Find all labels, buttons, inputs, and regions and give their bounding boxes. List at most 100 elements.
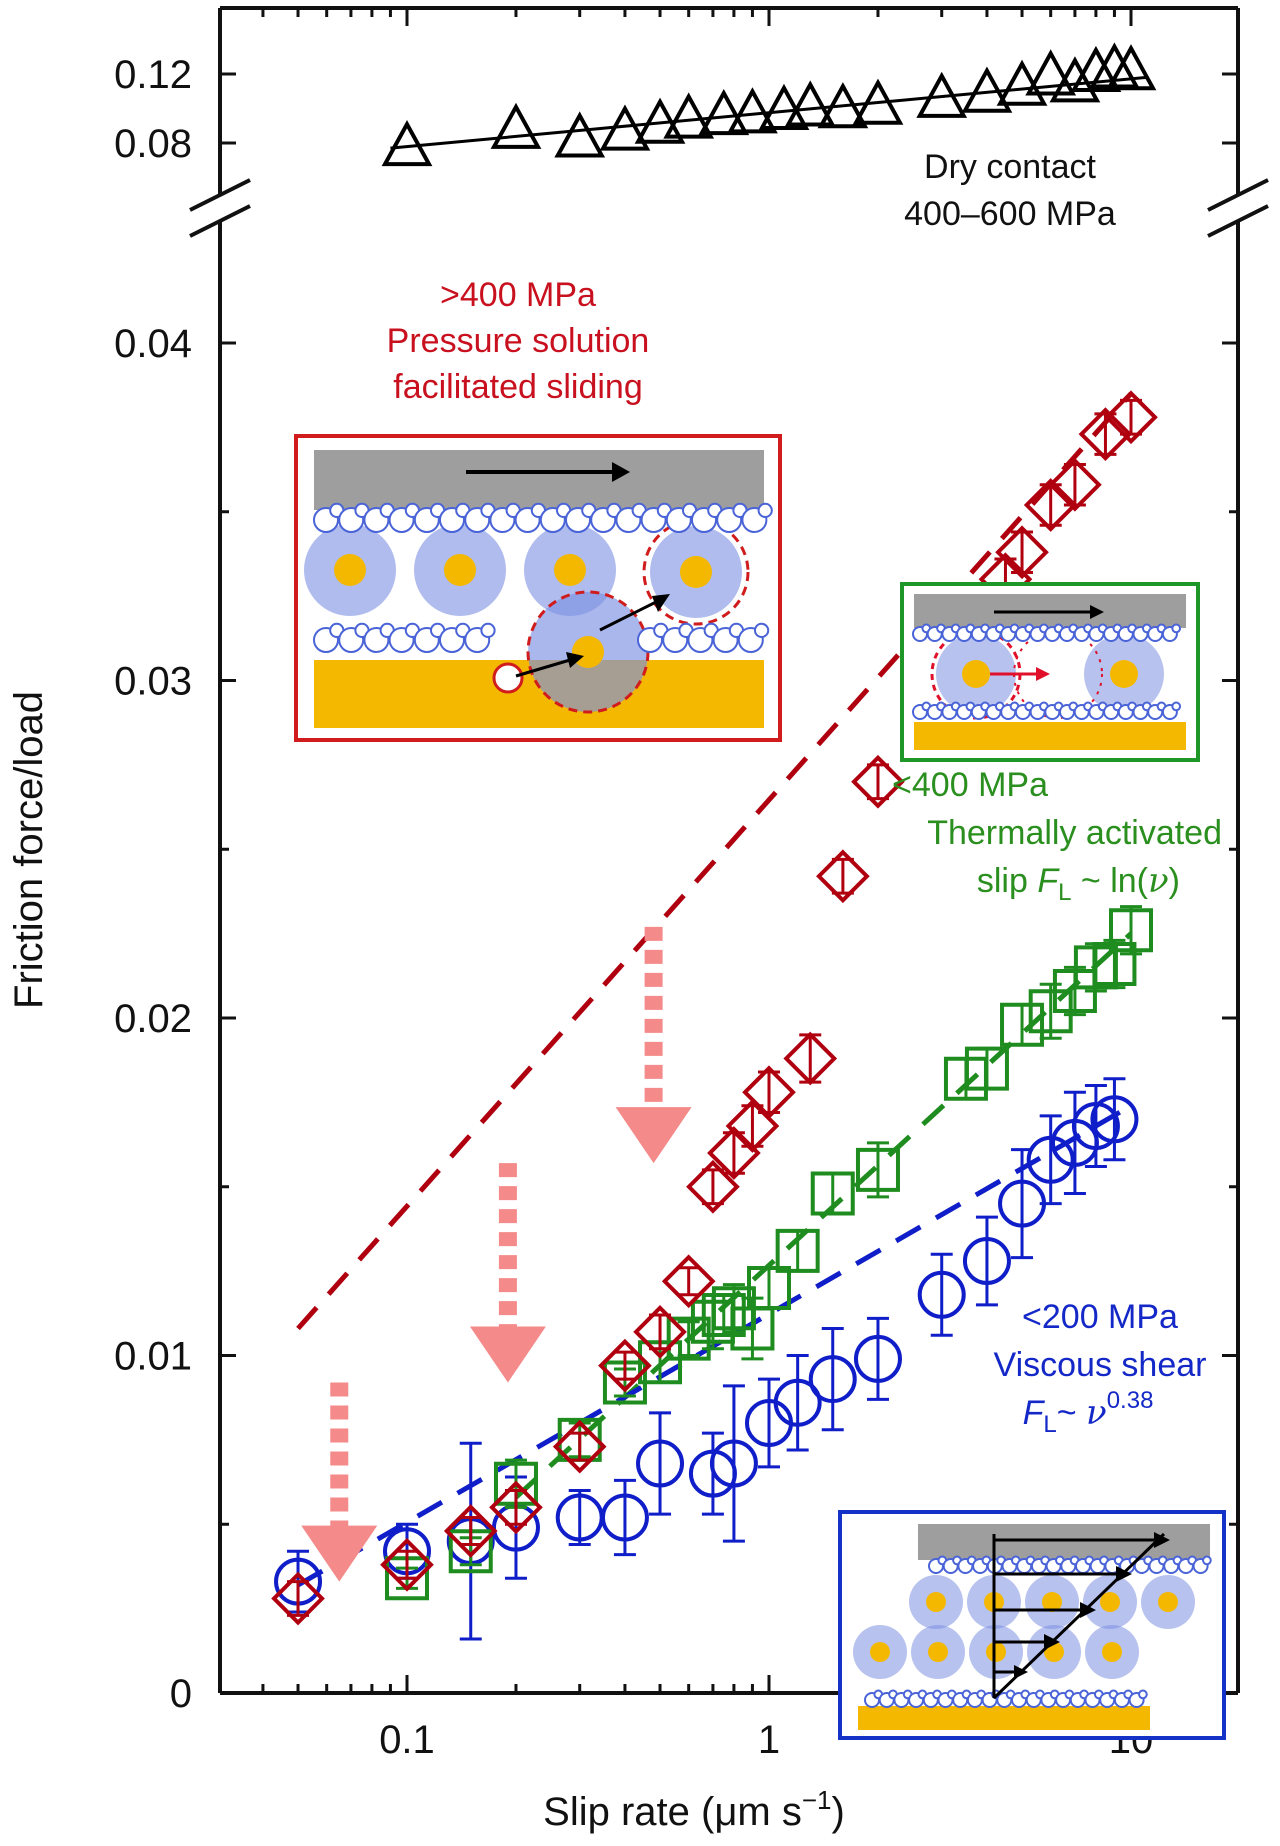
y-tick-label: 0	[170, 1672, 192, 1716]
annotation-pressure-solution: >400 MPa Pressure solution facilitated s…	[387, 276, 650, 406]
data-point-viscous-shear	[773, 1378, 822, 1427]
data-point-pressure-solution	[1048, 457, 1102, 512]
x-axis-label: Slip rate (μm s−1)	[543, 1785, 845, 1834]
fit-line-pressure-solution	[296, 391, 1133, 1331]
data-point-thermally-activated	[855, 1147, 900, 1192]
arrow-head	[301, 1525, 378, 1582]
data-point-pressure-solution	[783, 1031, 838, 1086]
inset-pressure-solution	[294, 434, 782, 742]
inset-viscous-velocity-arrows	[994, 1532, 1170, 1679]
data-point-pressure-solution	[443, 1504, 498, 1558]
data-point-dry	[490, 102, 542, 149]
data-point-pressure-solution	[742, 1065, 796, 1120]
data-point-dry	[1105, 44, 1157, 91]
data-point-pressure-solution	[489, 1480, 543, 1535]
data-point-dry	[698, 88, 750, 136]
data-markers	[271, 42, 1158, 1641]
data-point-pressure-solution	[816, 849, 870, 904]
inset-molecule-core	[926, 1592, 946, 1612]
arrow-head	[615, 1107, 692, 1164]
svg-text:slip FL ~ ln(ν): slip FL ~ ln(ν)	[977, 861, 1180, 906]
data-point-thermally-activated	[1000, 1002, 1045, 1047]
data-point-dry	[599, 104, 651, 151]
data-point-dry	[758, 83, 810, 130]
water-bead	[1138, 1689, 1148, 1700]
data-point-dry	[727, 87, 778, 134]
data-point-viscous-shear	[853, 1334, 902, 1383]
inset-molecule-core	[1158, 1592, 1178, 1612]
inset-viscous-molecules	[853, 1575, 1195, 1679]
data-point-pressure-solution	[380, 1537, 434, 1592]
inset-molecule-core	[1100, 1592, 1120, 1612]
data-point-dry	[1049, 56, 1101, 103]
inset-molecule-core	[1102, 1642, 1122, 1662]
data-point-pressure-solution	[1104, 390, 1158, 445]
inset-thermal-water-layers	[912, 623, 1182, 720]
data-point-viscous-shear	[808, 1355, 857, 1404]
svg-text:FL~ ν0.38: FL~ ν0.38	[1023, 1387, 1154, 1438]
svg-text:>400 MPa: >400 MPa	[440, 276, 596, 314]
data-point-viscous-shear	[1090, 1095, 1139, 1144]
water-bead	[1171, 623, 1182, 634]
pressure-drop-arrow	[301, 1382, 378, 1582]
data-point-dry	[663, 92, 715, 139]
data-point-viscous-shear	[709, 1439, 758, 1488]
data-point-viscous-shear	[600, 1493, 649, 1542]
data-point-viscous-shear	[636, 1439, 685, 1488]
y-axis-label: Friction force/load	[7, 691, 51, 1009]
svg-text:Dry contact: Dry contact	[924, 148, 1096, 186]
data-point-thermally-activated	[666, 1316, 711, 1361]
inset-molecule-core	[986, 1642, 1006, 1662]
axis-break-mark	[1207, 204, 1269, 238]
data-point-dry	[852, 78, 904, 125]
svg-text:Viscous shear: Viscous shear	[994, 1346, 1207, 1384]
svg-text:Pressure solution: Pressure solution	[387, 322, 650, 360]
x-tick-label: 1	[758, 1718, 780, 1762]
data-point-dry	[961, 66, 1013, 113]
y-tick-label: 0.02	[114, 997, 192, 1041]
inset-pressure-water-layers	[313, 502, 773, 653]
data-point-thermally-activated	[964, 1046, 1009, 1091]
water-bead	[1171, 701, 1182, 712]
water-bead	[1202, 1555, 1212, 1566]
inset-molecule-core	[870, 1642, 890, 1662]
data-point-viscous-shear	[917, 1270, 966, 1319]
y-tick-label: 0.03	[114, 660, 192, 704]
data-point-thermally-activated	[775, 1228, 820, 1273]
data-point-thermally-activated	[1092, 942, 1137, 986]
data-point-thermally-activated	[747, 1266, 791, 1310]
water-bead	[754, 622, 770, 639]
axis-break-mark	[1207, 178, 1269, 212]
pressure-drop-arrow	[615, 926, 692, 1164]
data-point-pressure-solution	[661, 1254, 716, 1309]
annotation-dry: Dry contact 400–600 MPa	[904, 148, 1116, 233]
data-point-pressure-solution	[851, 754, 905, 809]
data-point-pressure-solution	[598, 1338, 652, 1393]
data-point-dry	[916, 71, 968, 118]
axis-break-mark	[189, 204, 251, 238]
data-point-dry	[1025, 49, 1077, 96]
data-point-pressure-solution	[1078, 407, 1133, 461]
series-dry	[381, 42, 1157, 167]
y-tick-label-upper: 0.12	[114, 53, 192, 97]
data-point-dry	[784, 80, 836, 127]
inset-molecule-core	[1042, 1592, 1062, 1612]
y-tick-label-upper: 0.08	[114, 122, 192, 166]
svg-text:<200 MPa: <200 MPa	[1022, 1298, 1178, 1336]
svg-text:Thermally activated: Thermally activated	[927, 814, 1222, 852]
series-thermally-activated	[385, 905, 1153, 1601]
data-point-pressure-solution	[995, 525, 1049, 580]
data-point-pressure-solution	[686, 1159, 740, 1214]
data-point-dry	[634, 97, 686, 144]
data-point-thermally-activated	[1109, 908, 1153, 953]
data-point-pressure-solution	[271, 1571, 325, 1626]
y-tick-label: 0.04	[114, 322, 192, 366]
inset-viscous-shear	[838, 1510, 1226, 1740]
pressure-drop-arrow	[469, 1163, 546, 1383]
fit-line-viscous-shear	[296, 1103, 1133, 1588]
data-point-pressure-solution	[1023, 478, 1078, 532]
svg-text:<400 MPa: <400 MPa	[892, 766, 1048, 804]
svg-text:400–600 MPa: 400–600 MPa	[904, 195, 1116, 233]
axis-break-mark	[189, 178, 251, 212]
inset-molecule-core	[928, 1642, 948, 1662]
